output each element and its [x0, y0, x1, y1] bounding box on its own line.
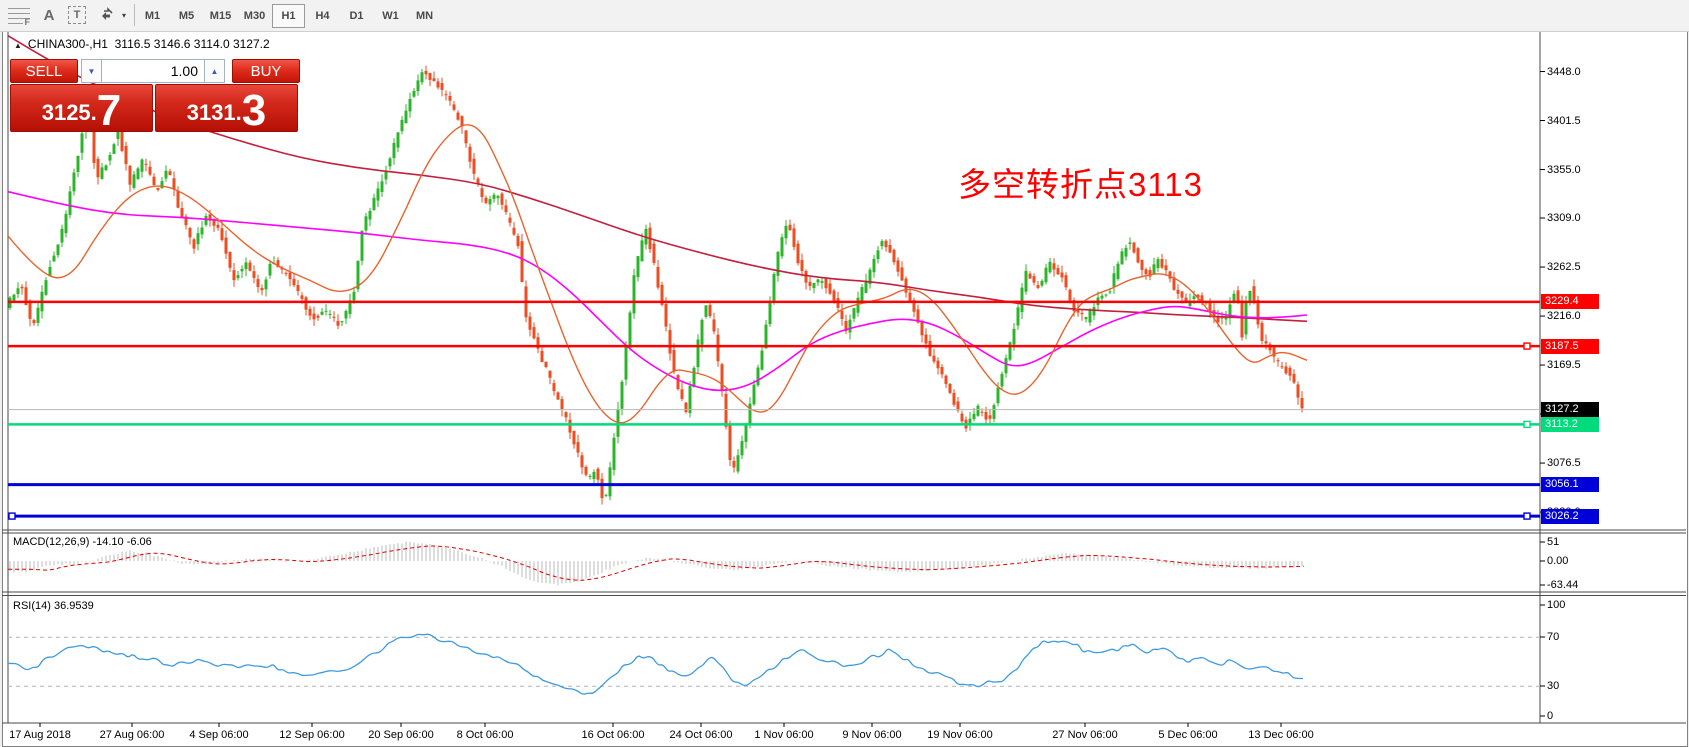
timeframe-button-H4[interactable]: H4: [315, 10, 330, 22]
timeframe-button-M30[interactable]: M30: [243, 10, 266, 22]
macd-tick-label: 51: [1547, 536, 1560, 548]
timeframe-button-M15[interactable]: M15: [209, 10, 232, 22]
rsi-tick-label: 0: [1547, 710, 1554, 722]
date-label: 9 Nov 06:00: [842, 729, 902, 741]
rsi-tick-label: 100: [1547, 599, 1566, 611]
toolbar-separator: [134, 4, 135, 26]
ma-mid-line: [8, 190, 1308, 392]
timeframe-buttons: M1 M5 M15 M30 H1 H4 D1 W1 MN: [136, 4, 442, 28]
collapse-triangle-icon[interactable]: ▲: [14, 41, 22, 50]
buy-button[interactable]: BUY: [232, 59, 300, 83]
text-t-icon: T: [68, 6, 86, 24]
timeframe-button-M5[interactable]: M5: [178, 10, 195, 22]
sell-price-button[interactable]: 3125. 7: [10, 84, 153, 132]
price-tick-label: 3355.0: [1547, 164, 1581, 176]
date-label: 24 Oct 06:00: [669, 729, 733, 741]
date-label: 19 Nov 06:00: [927, 729, 993, 741]
ma-slow-line: [8, 35, 1308, 323]
arrows-dropdown[interactable]: ▾: [118, 3, 130, 27]
macd-tick-label: -63.44: [1547, 579, 1579, 591]
toolbar: F A T ▾ M1 M5 M15 M30 H1 H4 D1 W1 MN: [0, 0, 1689, 32]
price-badge-3187.5: 3187.5: [1541, 339, 1599, 354]
ma-fast-line: [8, 124, 1308, 424]
timeframe-button-M1[interactable]: M1: [144, 10, 161, 22]
ohlc-values: 3116.5 3146.6 3114.0 3127.2: [114, 37, 270, 51]
price-badge-3127.2: 3127.2: [1541, 402, 1599, 417]
macd-signal-line: [7, 545, 1305, 581]
macd-panel: [7, 541, 1305, 586]
text-box-tool[interactable]: T: [64, 3, 90, 27]
chart-window[interactable]: [2, 31, 1688, 747]
price-tick-label: 3169.5: [1547, 359, 1581, 371]
date-label: 1 Nov 06:00: [754, 729, 814, 741]
price-tick-label: 3076.5: [1547, 457, 1581, 469]
price-tick-label: 3448.0: [1547, 66, 1581, 78]
date-label: 17 Aug 2018: [9, 729, 71, 741]
date-label: 20 Sep 06:00: [368, 729, 434, 741]
date-label: 16 Oct 06:00: [581, 729, 645, 741]
arrows-tool[interactable]: [94, 3, 120, 27]
macd-label: MACD(12,26,9) -14.10 -6.06: [13, 536, 152, 548]
date-label: 8 Oct 06:00: [456, 729, 514, 741]
price-badge-3113.2: 3113.2: [1541, 417, 1599, 432]
hline-handle[interactable]: [1523, 420, 1531, 429]
fibo-lines-tool[interactable]: F: [6, 3, 32, 27]
macd-tick-label: 0.00: [1547, 555, 1569, 567]
chart-symbol-header: ▲ CHINA300-,H1 3116.5 3146.6 3114.0 3127.…: [14, 37, 270, 51]
chevron-down-icon: ▾: [121, 10, 126, 20]
date-label: 13 Dec 06:00: [1248, 729, 1314, 741]
text-a-icon: A: [43, 6, 55, 24]
volume-decrease-button[interactable]: ▼: [81, 59, 102, 83]
price-badge-3056.1: 3056.1: [1541, 477, 1599, 492]
price-tick-label: 3216.0: [1547, 310, 1581, 322]
date-label: 27 Aug 06:00: [99, 729, 165, 741]
buy-price-pips: 3: [241, 85, 267, 135]
rsi-line: [7, 633, 1303, 695]
sell-price-main: 3125: [41, 100, 91, 125]
price-badge-3229.4: 3229.4: [1541, 294, 1599, 309]
timeframe-button-MN[interactable]: MN: [415, 10, 434, 22]
chart-text-annotation: 多空转折点3113: [958, 166, 1203, 203]
price-badge-3026.2: 3026.2: [1541, 509, 1599, 524]
fibo-lines-icon: F: [8, 7, 30, 26]
volume-increase-button[interactable]: ▲: [204, 59, 225, 83]
date-label: 4 Sep 06:00: [189, 729, 249, 741]
sell-button[interactable]: SELL: [10, 59, 78, 83]
timeframe-button-W1[interactable]: W1: [382, 10, 399, 22]
hline-handle[interactable]: [8, 512, 16, 520]
hline-handle[interactable]: [1523, 512, 1531, 520]
one-click-trade-panel: SELL ▼ ▲ BUY 3125.7 3131.3: [10, 59, 300, 132]
sell-price-pips: 7: [96, 85, 122, 135]
buy-price-button[interactable]: 3131. 3: [155, 84, 298, 132]
text-label-tool[interactable]: A: [36, 3, 62, 27]
price-tick-label: 3262.5: [1547, 261, 1581, 273]
buy-price-main: 3131: [186, 100, 236, 125]
volume-input[interactable]: [102, 59, 204, 83]
price-tick-label: 3401.5: [1547, 115, 1581, 127]
date-label: 12 Sep 06:00: [279, 729, 345, 741]
timeframe-button-D1[interactable]: D1: [349, 10, 364, 22]
date-label: 27 Nov 06:00: [1052, 729, 1118, 741]
date-label: 5 Dec 06:00: [1158, 729, 1218, 741]
rsi-panel: [7, 633, 1540, 695]
hline-handle[interactable]: [1523, 342, 1531, 350]
timeframe-button-H1[interactable]: H1: [272, 4, 305, 28]
rsi-label: RSI(14) 36.9539: [13, 600, 94, 612]
price-tick-label: 3309.0: [1547, 212, 1581, 224]
rsi-tick-label: 70: [1547, 631, 1560, 643]
main-chart-area[interactable]: [8, 35, 1308, 505]
rsi-tick-label: 30: [1547, 680, 1560, 692]
arrows-icon: [102, 7, 113, 20]
symbol-name: CHINA300-,H1: [27, 37, 108, 51]
